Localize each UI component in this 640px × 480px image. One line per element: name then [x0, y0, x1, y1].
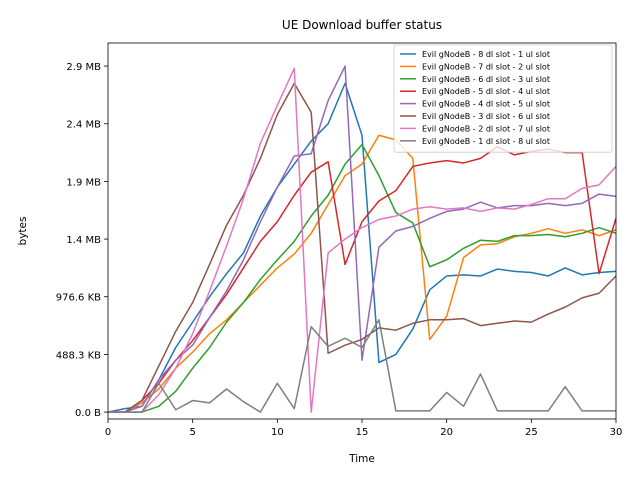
series-line-6	[108, 82, 617, 413]
series-line-5	[108, 65, 617, 413]
y-tick-label: 1.4 MB	[66, 235, 101, 246]
x-axis-label: Time	[348, 453, 375, 465]
series-line-3	[108, 143, 617, 413]
x-tick-label: 20	[440, 427, 453, 438]
legend-entry: Evil gNodeB - 1 dl slot - 8 ul slot	[422, 137, 550, 146]
series-line-8	[108, 319, 616, 413]
x-tick-label: 5	[189, 427, 195, 438]
legend-entry: Evil gNodeB - 6 dl slot - 3 ul slot	[422, 75, 550, 84]
x-tick-label: 15	[356, 427, 369, 438]
y-tick-label: 2.9 MB	[66, 62, 101, 73]
legend-entry: Evil gNodeB - 8 dl slot - 1 ul slot	[422, 50, 550, 59]
x-tick-label: 0	[105, 427, 111, 438]
x-tick-label: 30	[610, 427, 623, 438]
legend-entry: Evil gNodeB - 7 dl slot - 2 ul slot	[422, 62, 550, 71]
series-line-2	[108, 134, 617, 413]
y-axis-label: bytes	[17, 217, 29, 246]
y-tick-label: 976.6 KB	[56, 293, 101, 304]
legend-box	[393, 44, 613, 153]
y-tick-label: 488.3 KB	[56, 350, 101, 361]
x-tick-label: 10	[271, 427, 284, 438]
x-tick-label: 25	[525, 427, 538, 438]
y-tick-label: 1.9 MB	[66, 177, 101, 188]
y-tick-label: 0.0 B	[75, 408, 101, 419]
legend-entry: Evil gNodeB - 4 dl slot - 5 ul slot	[422, 100, 550, 109]
y-tick-label: 2.4 MB	[66, 120, 101, 131]
y-axis: 0.0 B 488.3 KB 976.6 KB 1.4 MB 1.9 MB 2.4 MB 2…	[56, 62, 108, 419]
x-axis: 0 5 10 15 20 25 30	[105, 419, 623, 438]
chart-title: UE Download buffer status	[282, 18, 442, 32]
series-line-7	[108, 67, 617, 413]
series-line-1	[107, 82, 617, 413]
series-lines	[107, 65, 617, 413]
legend-entry: Evil gNodeB - 2 dl slot - 7 ul slot	[422, 124, 550, 133]
legend-entry: Evil gNodeB - 5 dl slot - 4 ul slot	[422, 87, 550, 96]
legend-entry: Evil gNodeB - 3 dl slot - 6 ul slot	[422, 112, 550, 121]
legend: Evil gNodeB - 8 dl slot - 1 ul slot Evil …	[393, 44, 613, 153]
